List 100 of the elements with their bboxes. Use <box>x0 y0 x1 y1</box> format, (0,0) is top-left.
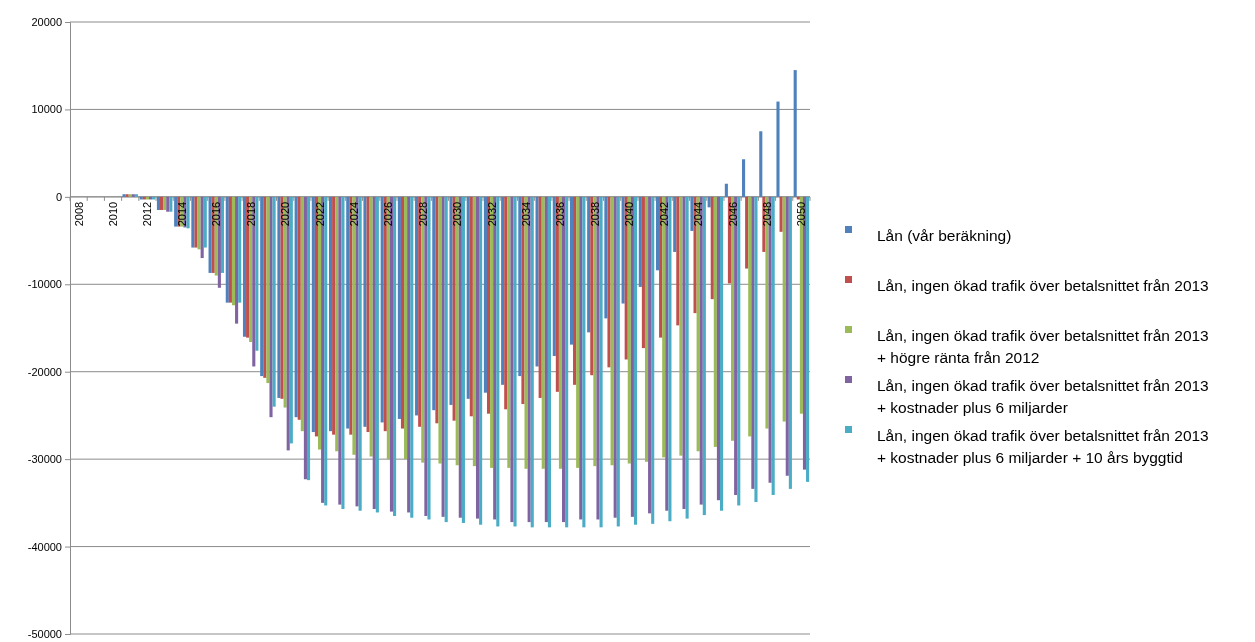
bar <box>415 196 419 416</box>
bar <box>720 196 724 511</box>
bar <box>472 196 476 467</box>
bar <box>613 196 617 518</box>
bar <box>641 196 645 349</box>
bar <box>547 196 551 528</box>
bar <box>346 196 350 429</box>
bar <box>785 196 789 476</box>
y-tick-label: 10000 <box>31 103 62 116</box>
bar <box>638 196 642 287</box>
bar <box>400 196 405 429</box>
bar <box>283 196 287 408</box>
bar <box>466 196 470 399</box>
bar <box>544 196 548 523</box>
bar <box>759 131 763 197</box>
bar <box>435 196 439 424</box>
bar <box>793 70 797 197</box>
bar <box>317 196 322 450</box>
bar <box>648 196 652 514</box>
bar <box>479 196 483 525</box>
bar <box>651 196 655 524</box>
bar <box>644 196 649 462</box>
legend-label: Lån, ingen ökad trafik över betalsnittet från 2013 + kostnader plus 6 miljarder + 10 års byggtid <box>877 427 1209 466</box>
x-tick-label: 2008 <box>72 201 85 227</box>
bar <box>427 196 431 520</box>
bar <box>673 196 677 252</box>
bar <box>565 196 569 528</box>
bar <box>504 196 508 410</box>
bar <box>745 196 749 269</box>
bar <box>765 196 769 429</box>
bar <box>438 196 442 464</box>
bar <box>235 196 239 324</box>
bar <box>713 196 717 447</box>
x-tick-label: 2028 <box>416 201 429 227</box>
bar <box>633 196 638 525</box>
y-tick-label: -30000 <box>27 453 62 466</box>
bar <box>338 196 342 505</box>
bar <box>587 196 591 333</box>
bar <box>510 196 514 523</box>
bar <box>372 196 376 509</box>
bar <box>421 196 425 463</box>
bar <box>314 196 318 437</box>
bar <box>335 196 339 452</box>
bar <box>366 196 370 433</box>
bar <box>432 196 436 411</box>
bar <box>410 196 414 518</box>
x-tick-label: 2038 <box>588 201 601 227</box>
y-tick-label: 20000 <box>31 16 62 29</box>
bar <box>238 196 242 303</box>
bar <box>496 196 500 527</box>
y-tick-label: -50000 <box>27 628 62 641</box>
bar <box>352 196 356 455</box>
bar <box>679 196 683 456</box>
y-tick-label: 0 <box>55 190 62 203</box>
x-tick-label: 2012 <box>141 201 154 227</box>
x-tick-label: 2016 <box>210 201 223 227</box>
bar <box>558 196 563 469</box>
bar <box>579 196 583 520</box>
bar <box>300 196 304 432</box>
bar <box>455 196 459 466</box>
bar <box>231 196 236 306</box>
bar <box>716 196 720 501</box>
bar <box>682 196 686 509</box>
bar <box>375 196 379 513</box>
bar <box>748 196 752 437</box>
bar <box>242 196 247 337</box>
bar <box>610 196 614 466</box>
bar <box>576 196 580 468</box>
x-tick-label: 2020 <box>279 201 292 227</box>
x-tick-label: 2032 <box>485 201 498 227</box>
bar <box>397 196 401 419</box>
bar <box>668 196 672 522</box>
bar <box>724 183 728 197</box>
bar <box>685 196 689 519</box>
bar <box>269 196 273 418</box>
x-tick-label: 2050 <box>795 201 808 227</box>
bar <box>449 196 453 405</box>
x-tick-label: 2034 <box>520 201 533 227</box>
bar <box>386 196 390 460</box>
x-tick-label: 2036 <box>554 201 567 227</box>
bar <box>616 196 620 527</box>
bar <box>662 196 666 458</box>
bar <box>501 196 505 385</box>
x-tick-label: 2044 <box>692 201 705 227</box>
bar <box>266 196 270 384</box>
bar <box>806 196 810 482</box>
y-tick-label: -20000 <box>27 365 62 378</box>
bar <box>690 196 694 231</box>
bar <box>751 196 755 489</box>
bar <box>272 196 276 407</box>
bar <box>604 196 608 319</box>
bar <box>676 196 680 326</box>
bar <box>707 196 711 208</box>
x-tick-label: 2024 <box>347 201 360 227</box>
bar <box>303 196 307 480</box>
bar <box>441 196 445 517</box>
bar <box>255 196 259 351</box>
bar <box>380 196 384 423</box>
bar <box>541 196 545 469</box>
bar <box>518 196 522 377</box>
